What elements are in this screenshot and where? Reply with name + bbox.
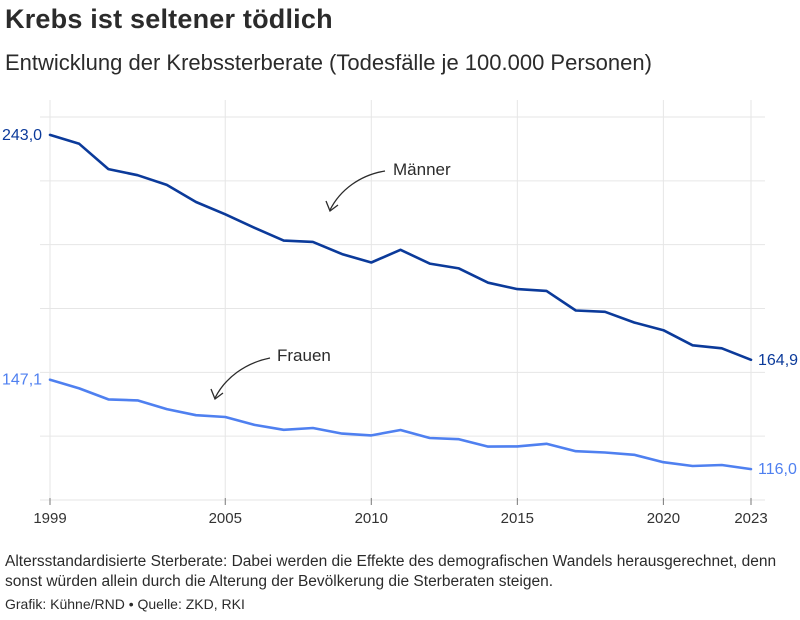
- start-value-label: 147,1: [2, 372, 42, 389]
- chart-title: Krebs ist seltener tödlich: [5, 4, 333, 34]
- annotation-arrowhead-maenner: [325, 200, 339, 213]
- series-lines: [48, 133, 753, 471]
- end-value-label: 164,9: [758, 352, 798, 369]
- data-labels: 243,0 164,9 147,1 116,0: [2, 127, 798, 478]
- x-tick-label: 2010: [355, 510, 388, 527]
- x-tick-label: 2020: [647, 510, 680, 527]
- line-chart: 243,0 164,9 147,1 116,0 1999 2005 2010 2015 202…: [2, 100, 798, 527]
- x-tick-label: 1999: [33, 510, 66, 527]
- x-tick-label: 2023: [734, 510, 767, 527]
- annotation-arrow-frauen: [214, 357, 271, 399]
- series-line-maenner: [48, 133, 753, 362]
- credit-line: Grafik: Kühne/RND • Quelle: ZKD, RKI: [5, 596, 245, 612]
- chart-subtitle: Entwicklung der Krebssterberate (Todesfä…: [5, 50, 652, 75]
- annotation-arrowhead-frauen: [210, 388, 224, 401]
- annotation-maenner: Männer: [393, 160, 451, 179]
- x-tick-label: 2005: [209, 510, 242, 527]
- x-axis-ticks: 1999 2005 2010 2015 2020 2023: [33, 498, 768, 527]
- start-value-label: 243,0: [2, 127, 42, 144]
- annotation-arrow-maenner: [329, 170, 386, 211]
- grid-lines: [40, 100, 765, 501]
- end-value-label: 116,0: [758, 461, 797, 478]
- series-line-frauen: [48, 378, 753, 471]
- annotation-frauen: Frauen: [277, 346, 331, 365]
- x-tick-label: 2015: [501, 510, 534, 527]
- footnote: Altersstandardisierte Sterberate: Dabei …: [5, 553, 777, 590]
